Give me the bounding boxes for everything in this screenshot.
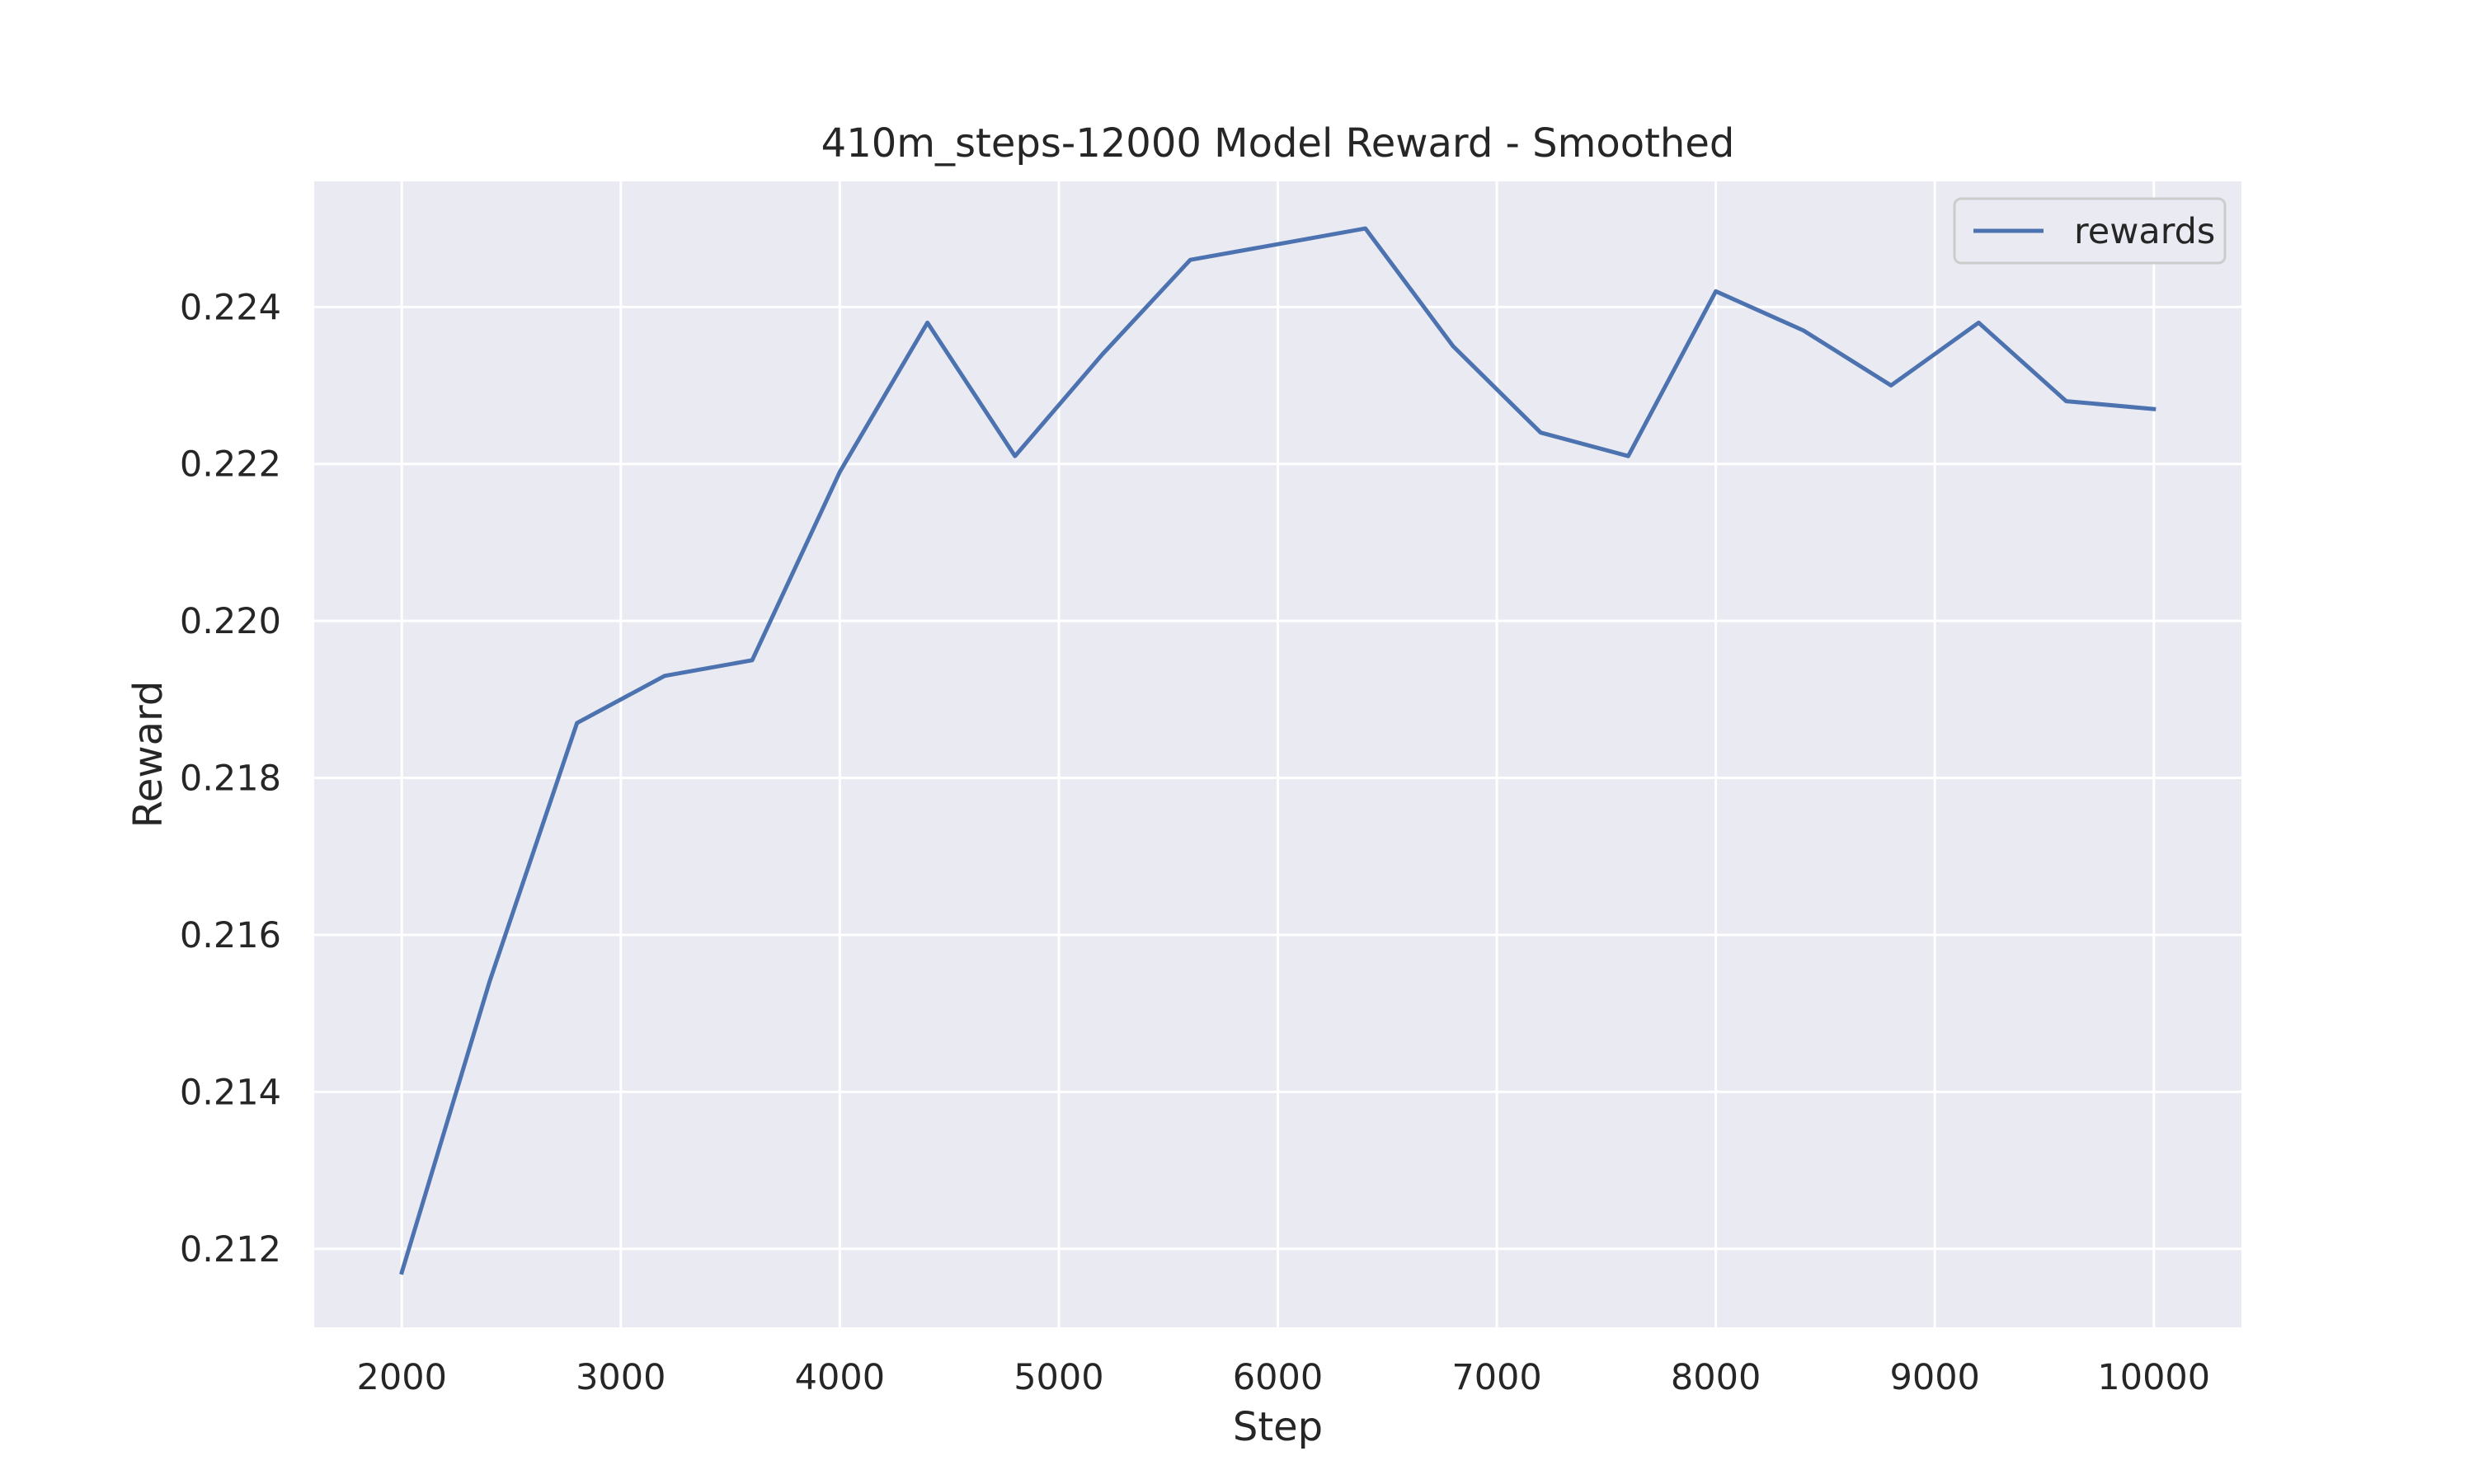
x-tick-label: 7000 bbox=[1451, 1357, 1541, 1398]
x-axis-ticks: 2000 3000 4000 5000 6000 7000 8000 9000 10000 bbox=[357, 1357, 2211, 1398]
grid bbox=[314, 181, 2241, 1327]
y-tick-label: 0.222 bbox=[180, 444, 281, 486]
x-tick-label: 4000 bbox=[795, 1357, 885, 1398]
y-tick-label: 0.214 bbox=[180, 1072, 281, 1113]
y-tick-label: 0.220 bbox=[180, 601, 281, 642]
x-tick-label: 9000 bbox=[1889, 1357, 1979, 1398]
chart-title: 410m_steps-12000 Model Reward - Smoothed bbox=[821, 120, 1735, 167]
y-tick-label: 0.212 bbox=[180, 1229, 281, 1270]
series-layer bbox=[399, 226, 2157, 1275]
x-tick-label: 3000 bbox=[576, 1357, 666, 1398]
x-tick-label: 6000 bbox=[1233, 1357, 1323, 1398]
x-axis-label: Step bbox=[1233, 1404, 1323, 1450]
x-tick-label: 2000 bbox=[357, 1357, 447, 1398]
y-tick-label: 0.216 bbox=[180, 915, 281, 956]
y-axis-label: Reward bbox=[125, 681, 172, 829]
y-tick-label: 0.218 bbox=[180, 758, 281, 800]
legend: rewards bbox=[1953, 197, 2227, 265]
x-tick-label: 8000 bbox=[1671, 1357, 1761, 1398]
legend-box bbox=[1953, 197, 2227, 265]
y-axis-ticks: 0.212 0.214 0.216 0.218 0.220 0.222 0.224 bbox=[180, 287, 281, 1270]
x-tick-label: 10000 bbox=[2097, 1357, 2210, 1398]
legend-label-rewards: rewards bbox=[2074, 211, 2215, 252]
y-tick-label: 0.224 bbox=[180, 287, 281, 328]
series-line-rewards bbox=[399, 226, 2157, 1275]
x-tick-label: 5000 bbox=[1014, 1357, 1103, 1398]
